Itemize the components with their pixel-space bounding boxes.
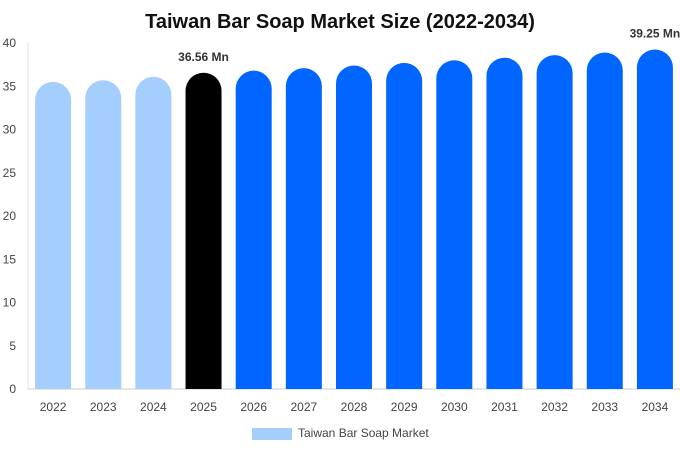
data-labels: 36.56 Mn 39.25 Mn (178, 26, 680, 63)
x-tick-label: 2034 (642, 400, 669, 414)
bar-2031 (486, 57, 523, 389)
y-tick-label: 30 (3, 123, 17, 137)
y-tick-label: 35 (3, 79, 17, 93)
data-label: 39.25 Mn (630, 26, 680, 40)
bar-2022 (35, 81, 72, 390)
x-tick-label: 2031 (491, 400, 518, 414)
y-tick-label: 0 (9, 382, 16, 396)
bar-2032 (536, 55, 573, 389)
bar-2025 (185, 72, 222, 390)
bar-2027 (285, 68, 322, 390)
y-tick-label: 40 (3, 36, 17, 50)
bar-2033 (586, 52, 623, 389)
y-tick-label: 5 (9, 339, 16, 353)
legend-label: Taiwan Bar Soap Market (298, 426, 429, 440)
y-tick-label: 25 (3, 166, 17, 180)
x-tick-label: 2028 (341, 400, 368, 414)
x-tick-label: 2023 (90, 400, 117, 414)
y-axis: 0 5 10 15 20 25 30 35 40 (3, 36, 29, 396)
x-tick-label: 2027 (290, 400, 317, 414)
x-tick-label: 2033 (591, 400, 618, 414)
y-tick-label: 20 (3, 209, 17, 223)
bar-2034 (636, 49, 673, 390)
x-axis: 2022 2023 2024 2025 2026 2027 2028 2029 2030 2031… (28, 388, 680, 414)
bar-2024 (135, 76, 172, 389)
x-tick-label: 2032 (541, 400, 568, 414)
x-tick-label: 2030 (441, 400, 468, 414)
data-label: 36.56 Mn (178, 50, 229, 64)
y-tick-label: 10 (3, 296, 17, 310)
bar-2023 (85, 80, 122, 389)
x-tick-label: 2025 (190, 400, 217, 414)
chart-title: Taiwan Bar Soap Market Size (2022-2034) (145, 11, 535, 33)
bar-2026 (235, 70, 272, 390)
bar-2028 (336, 65, 372, 390)
x-tick-label: 2026 (240, 400, 267, 414)
y-tick-label: 15 (3, 252, 17, 266)
x-tick-label: 2029 (391, 400, 418, 414)
bar-2030 (436, 60, 473, 389)
x-tick-label: 2022 (40, 400, 67, 414)
legend: Taiwan Bar Soap Market (252, 426, 429, 440)
bar-2029 (386, 62, 423, 390)
legend-swatch (252, 428, 292, 440)
x-tick-label: 2024 (140, 400, 167, 414)
bars (35, 49, 673, 390)
